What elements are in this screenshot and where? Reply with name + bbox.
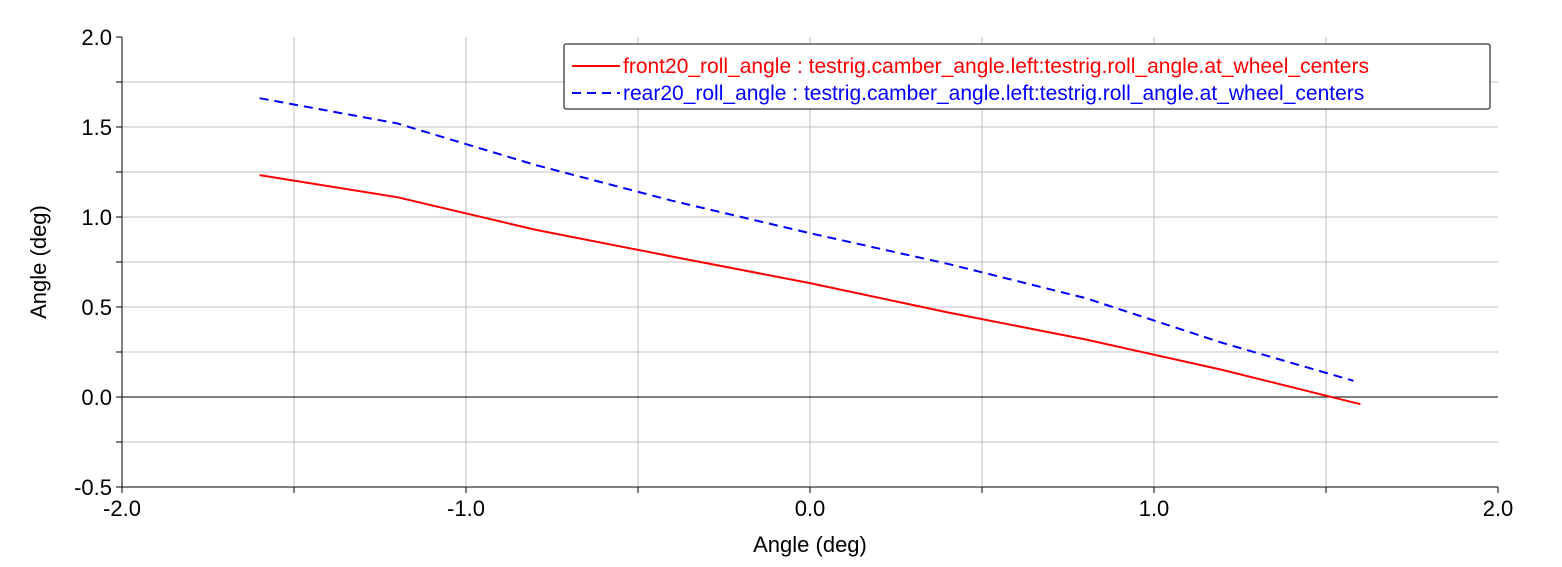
y-axis-label: Angle (deg) bbox=[26, 205, 51, 319]
series-line-1 bbox=[259, 97, 1354, 382]
y-tick-label: 1.5 bbox=[81, 115, 112, 140]
x-tick-label: -2.0 bbox=[103, 496, 141, 521]
legend-label-front20: front20_roll_angle : testrig.camber_angl… bbox=[623, 55, 1369, 78]
y-tick-label: 0.0 bbox=[81, 385, 112, 410]
series-line-0 bbox=[259, 174, 1361, 406]
series-group bbox=[259, 97, 1361, 406]
y-tick-label: -0.5 bbox=[74, 475, 112, 500]
x-tick-label: -1.0 bbox=[447, 496, 485, 521]
x-tick-label: 0.0 bbox=[795, 496, 826, 521]
legend-box bbox=[563, 43, 1491, 110]
x-tick-label: 1.0 bbox=[1139, 496, 1170, 521]
legend: front20_roll_angle : testrig.camber_angl… bbox=[563, 43, 1491, 110]
y-tick-label: 0.5 bbox=[81, 295, 112, 320]
x-tick-label: 2.0 bbox=[1483, 496, 1514, 521]
y-tick-label: 1.0 bbox=[81, 205, 112, 230]
x-axis-label: Angle (deg) bbox=[753, 532, 867, 557]
grid bbox=[122, 37, 1498, 487]
legend-label-rear20: rear20_roll_angle : testrig.camber_angle… bbox=[623, 82, 1364, 105]
y-tick-label: 2.0 bbox=[81, 25, 112, 50]
axes: -0.5 0.0 0.5 1.0 1.5 2.0 -2.0 -1.0 0.0 1.0 2.0 bbox=[74, 25, 1513, 521]
